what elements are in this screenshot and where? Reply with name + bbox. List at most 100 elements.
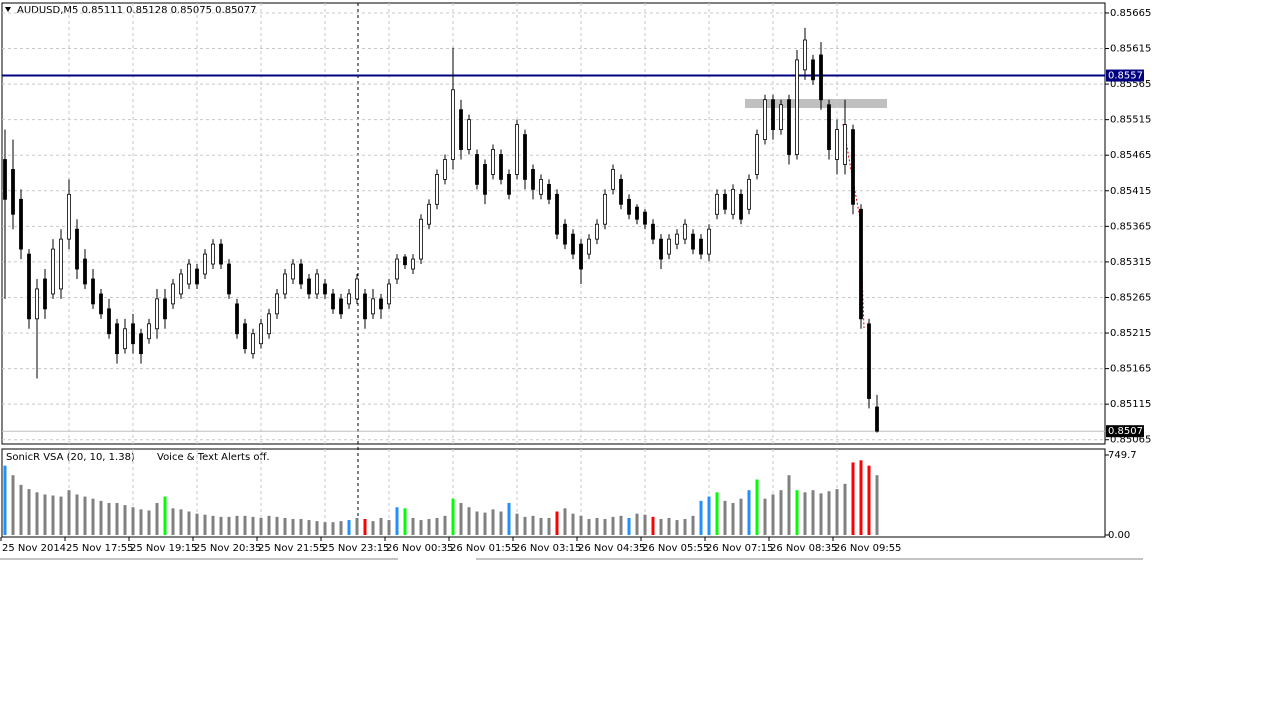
volume-bar: [443, 515, 447, 535]
candle-body: [475, 154, 479, 185]
volume-bar: [835, 489, 839, 535]
volume-bar: [667, 517, 671, 535]
candle-body: [163, 298, 167, 320]
candle-body: [323, 283, 327, 295]
volume-bar: [27, 489, 31, 535]
volume-bar: [763, 498, 767, 535]
volume-bar: [67, 490, 71, 535]
volume-bar: [347, 520, 351, 535]
volume-bar: [643, 514, 647, 535]
candle-body: [451, 89, 455, 160]
x-tick-label: 25 Nov 19:15: [130, 543, 197, 554]
volume-bar: [715, 492, 719, 535]
volume-bar: [291, 518, 295, 535]
candle-body: [371, 298, 375, 315]
candle-body: [611, 169, 615, 190]
menu-icon[interactable]: [5, 7, 11, 12]
candle-body: [251, 333, 255, 355]
candle-body: [171, 283, 175, 305]
level-label: 0.85577: [1108, 71, 1149, 82]
candle-body: [347, 293, 351, 305]
x-tick-label: 25 Nov 17:55: [66, 543, 133, 554]
volume-bar: [499, 511, 503, 535]
volume-bar: [675, 520, 679, 535]
candle-body: [795, 59, 799, 155]
volume-bar: [595, 517, 599, 535]
x-tick-label: 26 Nov 01:55: [450, 543, 517, 554]
volume-bar: [787, 475, 791, 535]
candle-body: [851, 129, 855, 205]
x-tick-label: 26 Nov 04:35: [578, 543, 645, 554]
volume-bar: [35, 492, 39, 535]
volume-bar: [91, 498, 95, 535]
candle-body: [435, 174, 439, 205]
candle-body: [459, 109, 463, 150]
y-tick-label: 0.85615: [1110, 44, 1151, 55]
candle-body: [219, 243, 223, 265]
candle-body: [51, 248, 55, 295]
candle-body: [315, 273, 319, 295]
volume-bar: [3, 465, 7, 535]
candle-body: [723, 193, 727, 210]
x-tick-label: 26 Nov 09:55: [834, 543, 901, 554]
candle-body: [867, 323, 871, 399]
level-label-bg: [1106, 69, 1144, 82]
volume-bar: [747, 490, 751, 535]
volume-bar: [259, 517, 263, 535]
candle-body: [139, 333, 143, 355]
candle-body: [803, 39, 807, 71]
candle-body: [227, 263, 231, 295]
candle-body: [603, 193, 607, 225]
candle-body: [483, 164, 487, 195]
candle-body: [99, 293, 103, 315]
volume-bar: [251, 516, 255, 535]
candle-body: [707, 228, 711, 255]
volume-bar: [171, 508, 175, 535]
volume-bar: [371, 521, 375, 535]
candle-body: [35, 288, 39, 320]
candle-body: [699, 238, 703, 255]
volume-bar: [795, 490, 799, 535]
x-tick-label: 26 Nov 05:55: [642, 543, 709, 554]
volume-bar: [475, 511, 479, 535]
y-tick-label: 0.85315: [1110, 257, 1151, 268]
volume-bar: [627, 517, 631, 535]
candle-body: [499, 154, 503, 180]
y-tick-label: 0.85565: [1110, 79, 1151, 90]
volume-bar: [547, 517, 551, 535]
volume-bar: [187, 511, 191, 535]
volume-bar: [243, 515, 247, 535]
volume-bar: [707, 496, 711, 535]
volume-bar: [859, 460, 863, 535]
y-tick-label: 0.85665: [1110, 8, 1151, 19]
volume-bar: [19, 484, 23, 535]
volume-bar: [507, 502, 511, 535]
candle-body: [155, 298, 159, 330]
volume-bar: [851, 462, 855, 535]
candle-body: [427, 203, 431, 225]
volume-bar: [355, 517, 359, 535]
volume-bar: [635, 513, 639, 535]
y-tick-label: 0.85365: [1110, 221, 1151, 232]
volume-bar: [651, 516, 655, 535]
volume-bar: [459, 502, 463, 535]
volume-bar: [555, 511, 559, 535]
candle-body: [187, 263, 191, 285]
last-price-label: 0.85077: [1108, 426, 1149, 437]
volume-tick-label: 749.7: [1108, 450, 1137, 461]
volume-bar: [483, 512, 487, 535]
candle-body: [131, 323, 135, 345]
candle-body: [739, 193, 743, 220]
volume-bar: [331, 522, 335, 535]
candle-body: [787, 99, 791, 155]
candle-body: [763, 99, 767, 140]
volume-bar: [411, 517, 415, 535]
volume-bar: [11, 475, 15, 535]
volume-bar: [307, 520, 311, 535]
price-panel: [1, 2, 1106, 445]
volume-bar: [83, 496, 87, 535]
volume-bar: [155, 502, 159, 535]
y-tick-label: 0.85265: [1110, 292, 1151, 303]
volume-bar: [123, 505, 127, 535]
volume-bar: [203, 514, 207, 535]
